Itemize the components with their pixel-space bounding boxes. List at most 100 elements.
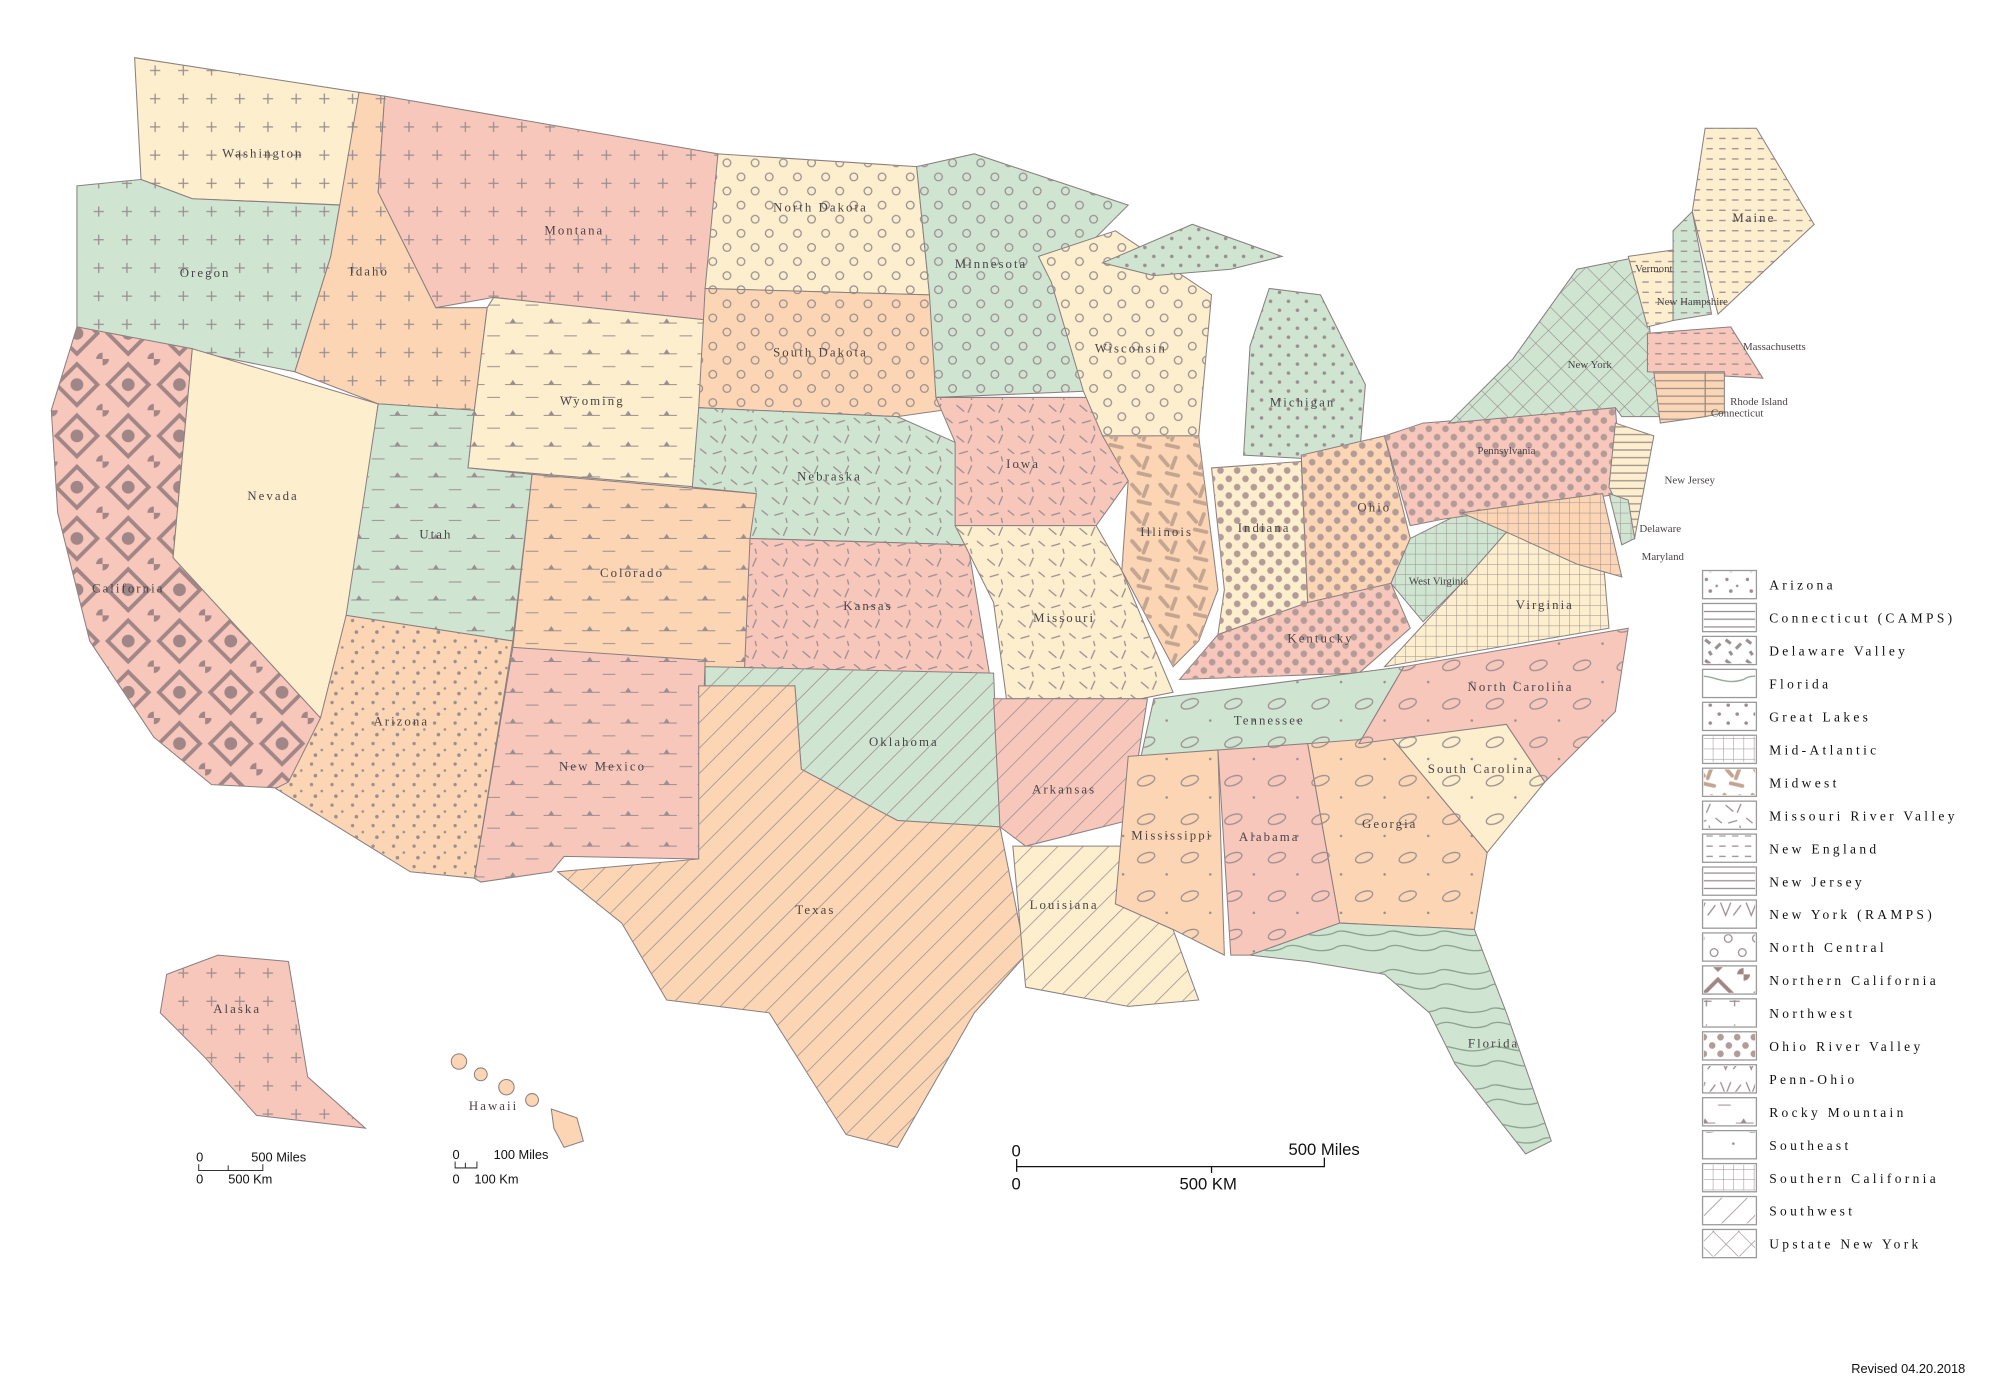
state-pattern xyxy=(1705,371,1725,417)
state-pattern xyxy=(935,397,1129,526)
legend-label: New York (RAMPS) xyxy=(1769,907,1935,922)
state-missouri xyxy=(954,525,1174,700)
legend-label: Missouri River Valley xyxy=(1769,808,1958,823)
state-virginia xyxy=(1383,531,1610,668)
legend-swatch-pattern xyxy=(1703,1000,1756,1026)
state-label-virginia: Virginia xyxy=(1516,598,1574,612)
state-north-carolina xyxy=(1358,627,1629,783)
legend-label: North Central xyxy=(1769,940,1887,955)
scale-miles: 100 Miles xyxy=(494,1147,549,1162)
state-label-kentucky: Kentucky xyxy=(1287,631,1353,645)
state-pattern xyxy=(76,179,340,372)
state-label-texas: Texas xyxy=(795,903,835,917)
legend-label: Great Lakes xyxy=(1769,710,1871,725)
legend-item: Arizona xyxy=(1701,569,1833,600)
legend-swatch-pattern xyxy=(1703,604,1756,631)
state-hawaii xyxy=(550,1108,584,1149)
legend-label: Southern California xyxy=(1769,1171,1939,1186)
hawaii-island xyxy=(473,1067,488,1082)
state-florida xyxy=(1249,922,1552,1155)
state-pattern xyxy=(1243,288,1366,462)
legend-item: Midwest xyxy=(1701,767,1836,798)
scale-miles: 500 Miles xyxy=(251,1150,306,1165)
state-pattern xyxy=(1384,407,1622,526)
states-layer xyxy=(50,57,1815,1155)
state-pattern xyxy=(1102,224,1283,276)
state-iowa xyxy=(935,396,1129,527)
state-pattern xyxy=(467,297,712,488)
legend-item: Mid-Atlantic xyxy=(1701,734,1879,765)
state-pattern xyxy=(1692,128,1815,315)
state-label-massachusetts: Massachusetts xyxy=(1743,341,1806,353)
state-label-nebraska: Nebraska xyxy=(797,470,862,484)
legend-label: Upstate New York xyxy=(1769,1237,1921,1252)
state-label-minnesota: Minnesota xyxy=(955,257,1028,271)
scale-zero: 0 xyxy=(1012,1141,1021,1160)
state-wyoming xyxy=(467,296,713,488)
state-label-illinois: Illinois xyxy=(1140,525,1193,539)
state-label-new-hampshire: New Hampshire xyxy=(1657,296,1728,308)
legend-label: Northern California xyxy=(1769,973,1939,988)
state-pattern xyxy=(993,698,1148,847)
state-pattern xyxy=(294,92,488,411)
state-pattern xyxy=(1358,628,1629,783)
legend-label: Penn-Ohio xyxy=(1769,1072,1857,1087)
state-pattern xyxy=(1179,583,1411,680)
scale-km: 500 KM xyxy=(1179,1175,1236,1194)
state-label-pennsylvania: Pennsylvania xyxy=(1477,445,1535,457)
legend-swatch-pattern xyxy=(1703,637,1756,664)
state-new-mexico xyxy=(473,646,706,883)
state-label-georgia: Georgia xyxy=(1362,817,1417,831)
hawaii-scale-bar: 0 100 Miles 0 100 Km xyxy=(453,1147,549,1186)
state-pattern xyxy=(1141,666,1404,757)
state-massachusetts xyxy=(1646,326,1764,379)
legend-label: Mid-Atlantic xyxy=(1769,742,1879,757)
scale-miles: 500 Miles xyxy=(1288,1140,1359,1159)
state-arkansas xyxy=(993,698,1149,847)
legend-swatch-pattern xyxy=(1703,1033,1756,1059)
legend-swatch-pattern xyxy=(1703,1197,1756,1224)
state-pattern xyxy=(705,153,930,295)
state-pattern xyxy=(160,955,366,1129)
legend-label: Southwest xyxy=(1769,1204,1855,1219)
state-vermont xyxy=(1627,249,1674,328)
legend-swatch-pattern xyxy=(1703,868,1756,894)
state-south-dakota xyxy=(698,287,943,418)
legend-item: Northwest xyxy=(1701,998,1852,1028)
state-label-oklahoma: Oklahoma xyxy=(869,735,939,749)
state-pattern xyxy=(1301,435,1411,603)
state-pattern xyxy=(955,525,1174,699)
legend-swatch-pattern xyxy=(1703,736,1756,763)
legend-item: North Central xyxy=(1701,932,1887,962)
state-shape xyxy=(550,1108,584,1149)
state-label-california: California xyxy=(92,581,164,595)
legend-swatch-pattern xyxy=(1703,769,1756,796)
state-label-maryland: Maryland xyxy=(1642,551,1685,563)
state-utah xyxy=(345,403,533,642)
state-labels: Washington Oregon California Nevada Idaho Mon… xyxy=(92,147,1806,1114)
legend-label: New England xyxy=(1769,841,1879,856)
state-pattern xyxy=(698,288,943,417)
legend-item: Southwest xyxy=(1701,1195,1855,1226)
state-pattern xyxy=(743,538,994,699)
state-label-idaho: Idaho xyxy=(350,265,389,279)
state-label-hawaii: Hawaii xyxy=(469,1099,518,1113)
state-pattern xyxy=(1384,532,1609,667)
state-pattern xyxy=(378,96,718,321)
state-label-montana: Montana xyxy=(544,224,604,238)
state-pattern xyxy=(1211,461,1308,635)
state-label-west-virginia: West Virginia xyxy=(1409,576,1469,588)
legend-label: Southeast xyxy=(1769,1138,1851,1153)
hawaii-island xyxy=(498,1078,515,1096)
state-label-oregon: Oregon xyxy=(180,266,231,280)
state-wisconsin xyxy=(1037,230,1213,437)
state-mississippi xyxy=(1114,749,1225,956)
state-pennsylvania xyxy=(1383,407,1623,527)
legend-swatch-pattern xyxy=(1703,1164,1756,1191)
state-north-dakota xyxy=(704,153,931,296)
state-indiana xyxy=(1210,460,1309,636)
state-pattern xyxy=(51,326,321,789)
legend-label: Connecticut (CAMPS) xyxy=(1769,611,1955,626)
state-alaska xyxy=(159,954,367,1129)
